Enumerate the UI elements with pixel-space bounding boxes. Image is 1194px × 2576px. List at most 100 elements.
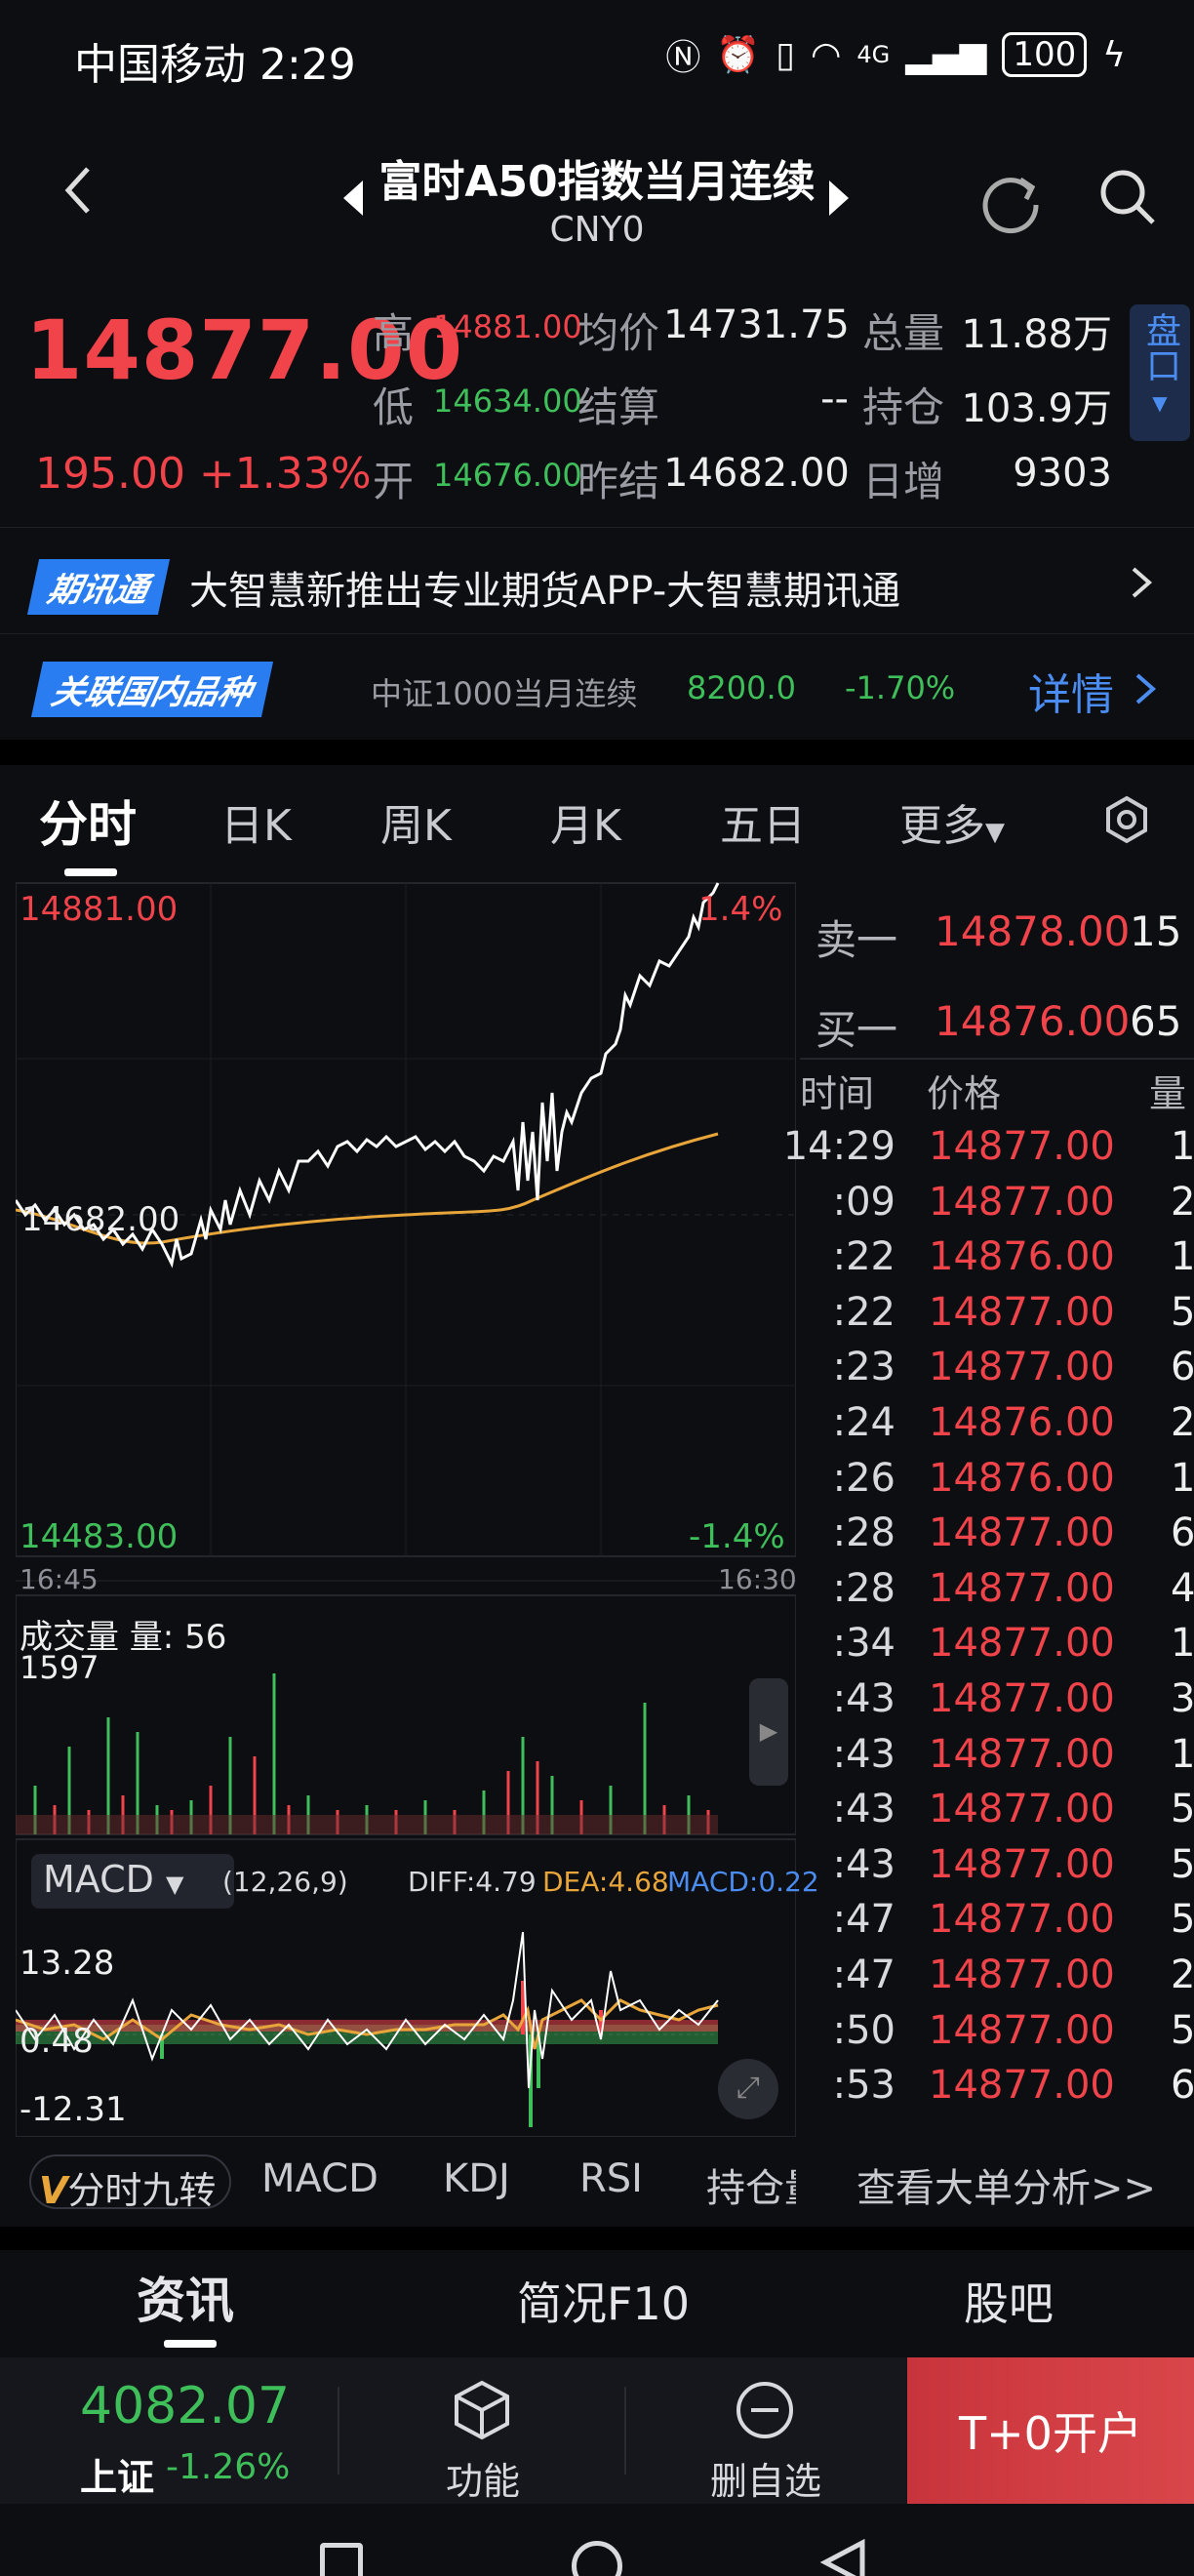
tick-time: :28 [832, 1510, 896, 1556]
tick-price: 14877.00 [929, 1289, 1115, 1335]
volume-label: 成交量 量: 56 [20, 1618, 227, 1657]
gear-icon[interactable] [1102, 795, 1151, 844]
bid-label: 买一 [816, 1006, 898, 1054]
search-icon[interactable] [1096, 166, 1159, 228]
ask-price: 14878.00 [935, 907, 1131, 955]
tick-price: 14877.00 [929, 1841, 1115, 1887]
section-tab-news[interactable]: 资讯 [137, 2273, 234, 2329]
tab-weekly-k[interactable]: 周K [380, 801, 452, 851]
tick-time: :28 [832, 1565, 896, 1611]
tick-qty: 5 [1171, 2007, 1194, 2053]
function-button[interactable]: 功能 [410, 2357, 556, 2504]
tick-row: :43 14877.00 5 [800, 1787, 1194, 1842]
nine-turn-button[interactable]: V分时九转 [29, 2154, 232, 2212]
details-link[interactable]: 详情 [1028, 670, 1114, 720]
section-tab-forum[interactable]: 股吧 [964, 2277, 1054, 2330]
tick-time: :23 [832, 1345, 896, 1390]
tick-qty: 1 [1171, 1731, 1194, 1777]
oi-value: 103.9万 [961, 386, 1112, 431]
big-order-link[interactable]: 查看大单分析>> [856, 2166, 1157, 2211]
nine-turn-label: 分时九转 [67, 2169, 217, 2212]
page-subtitle: CNY0 [549, 210, 645, 250]
promo-banner[interactable]: 期讯通 大智慧新推出专业期货APP-大智慧期讯通 [0, 527, 1194, 634]
tick-price: 14877.00 [929, 2063, 1115, 2109]
tab-intraday[interactable]: 分时 [39, 796, 137, 853]
tab-underline [64, 868, 117, 876]
tick-qty: 1 [1171, 1124, 1194, 1169]
prev-contract-arrow-icon[interactable] [343, 181, 363, 216]
macd-selector[interactable]: MACD ▼ [31, 1854, 234, 1909]
pankou-button[interactable]: 盘口 ▼ [1130, 304, 1190, 441]
tick-qty: 6 [1171, 2063, 1194, 2109]
wifi-icon: ◠ [810, 34, 842, 75]
indicator-rsi[interactable]: RSI [579, 2156, 643, 2201]
tab-more[interactable]: 更多▼ [899, 790, 1005, 853]
tick-row: :43 14877.00 3 [800, 1676, 1194, 1732]
tick-qty: 2 [1171, 1400, 1194, 1445]
chevron-down-icon: ▼ [985, 818, 1005, 847]
remove-watchlist-button[interactable]: 删自选 [683, 2357, 849, 2504]
home-icon[interactable] [572, 2541, 622, 2576]
recents-icon[interactable] [320, 2543, 363, 2576]
vibrate-icon: ▯ [776, 34, 795, 75]
tick-row: :28 14877.00 6 [800, 1510, 1194, 1566]
tab-daily-k[interactable]: 日K [220, 801, 292, 851]
status-icons: Ⓝ ⏰ ▯ ◠ 4G ▂▄▆ 100 ϟ [665, 29, 1126, 80]
tick-qty: 3 [1171, 1676, 1194, 1721]
chevron-right-icon [1132, 567, 1153, 598]
avg-value: 14731.75 [663, 302, 850, 347]
tick-price: 14877.00 [929, 1565, 1115, 1611]
t0-account-button[interactable]: T+0开户 [907, 2357, 1194, 2504]
chart-bottom-pct: -1.4% [689, 1517, 785, 1556]
index-ticker[interactable]: 4082.07 上证 -1.26% [0, 2357, 338, 2504]
page-title: 富时A50指数当月连续 [378, 157, 816, 207]
tick-row: :50 14877.00 5 [800, 2008, 1194, 2064]
function-label: 功能 [445, 2460, 520, 2503]
oi-label: 持仓 [862, 383, 945, 431]
section-tab-f10[interactable]: 简况F10 [517, 2277, 690, 2330]
related-price: 8200.0 [687, 669, 796, 706]
tick-price: 14877.00 [929, 1787, 1115, 1832]
indicator-macd[interactable]: MACD [261, 2156, 378, 2201]
indicator-kdj[interactable]: KDJ [443, 2156, 510, 2201]
tick-time: :50 [832, 2007, 896, 2053]
tab-five-day[interactable]: 五日 [720, 801, 806, 851]
tick-qty: 5 [1171, 1787, 1194, 1832]
tick-qty: 1 [1171, 1621, 1194, 1667]
promo-text: 大智慧新推出专业期货APP-大智慧期讯通 [189, 569, 901, 614]
indicator-oi[interactable]: 持仓量 [706, 2166, 796, 2211]
price-line [16, 882, 720, 1268]
macd-mid: 0.48 [20, 2022, 94, 2061]
tick-row: :24 14876.00 2 [800, 1400, 1194, 1456]
refresh-icon[interactable] [975, 166, 1046, 236]
tick-price: 14877.00 [929, 1124, 1115, 1169]
related-pct: -1.70% [845, 669, 956, 706]
tab-more-label: 更多 [899, 801, 985, 851]
last-price: 14877.00 [25, 302, 464, 398]
col-price: 价格 [927, 1072, 1002, 1115]
bid-qty: 65 [1130, 997, 1182, 1045]
collapse-panel-handle[interactable]: ▶ [749, 1678, 788, 1786]
expand-icon[interactable]: ⤢ [718, 2059, 778, 2119]
back-triangle-icon[interactable] [819, 2539, 868, 2576]
bid-price: 14876.00 [935, 997, 1131, 1045]
tick-time: :53 [832, 2063, 896, 2109]
signal-icon: ▂▄▆ [905, 34, 987, 75]
divider [0, 2227, 1194, 2250]
volume-bars [16, 1673, 718, 1834]
related-tag: 关联国内品种 [30, 662, 274, 717]
daily-inc-value: 9303 [1013, 451, 1112, 496]
nfc-icon: Ⓝ [665, 38, 701, 78]
next-contract-arrow-icon[interactable] [829, 181, 849, 216]
tick-row: :22 14877.00 5 [800, 1290, 1194, 1346]
tick-time: :26 [832, 1455, 896, 1501]
macd-bottom: -12.31 [20, 2090, 127, 2129]
back-arrow-icon[interactable] [59, 161, 98, 220]
intraday-chart[interactable]: 14881.00 1.4% 14682.00 14483.00 -1.4% 16… [16, 878, 819, 2137]
tick-time: :47 [832, 1897, 896, 1943]
tab-monthly-k[interactable]: 月K [550, 801, 621, 851]
related-product-banner[interactable]: 关联国内品种 中证1000当月连续 8200.0 -1.70% 详情 [0, 636, 1194, 740]
volume-value: 11.88万 [961, 312, 1112, 357]
chevron-down-icon: ▼ [1152, 391, 1168, 415]
tick-time: :09 [832, 1179, 896, 1225]
